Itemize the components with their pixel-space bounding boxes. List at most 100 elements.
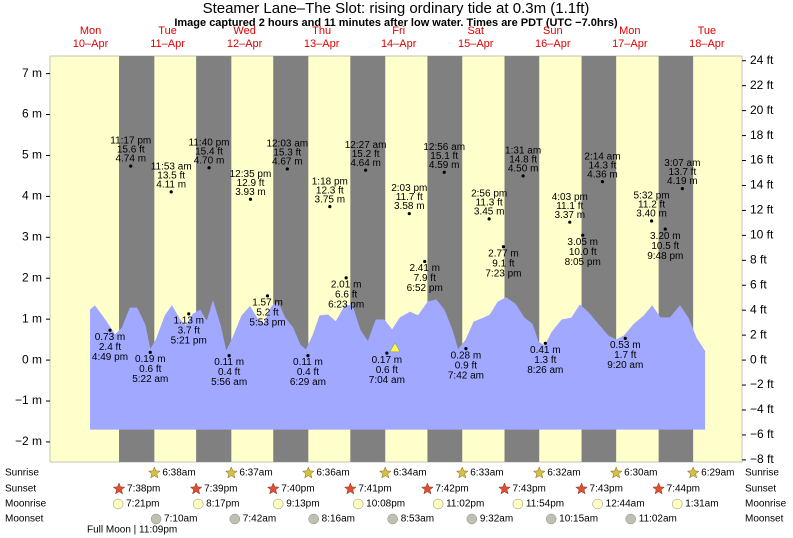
sunset-icon [498,482,511,495]
tide-label: 15.2 ft [352,149,380,160]
astro-time: 6:34am [393,468,426,479]
tide-label: 12:03 am [266,139,308,150]
astro-time: 7:10am [164,514,197,525]
astro-time: 7:43pm [590,484,623,495]
moonrise-icon [432,498,444,510]
day-date: 18–Apr [689,38,725,50]
y2-tick-label: 8 ft [750,252,767,266]
tide-point [285,167,289,171]
y2-tick-label: 24 ft [750,53,774,67]
tide-label: 3.37 m [554,210,585,221]
astro-time: 11:54pm [526,499,564,510]
tide-label: 12.3 ft [316,185,344,196]
moonset-icon [466,513,478,525]
moonrise-icon [512,498,524,510]
day-name: Mon [80,25,101,37]
astro-time: 7:44pm [667,484,700,495]
tide-label: 0.19 m [135,354,166,365]
tide-label: 3.45 m [474,207,505,218]
tide-label: 0.4 ft [218,367,240,378]
tide-label: 7:23 pm [485,268,521,279]
tide-label: 0.4 ft [297,367,319,378]
tide-label: 5:22 am [132,374,168,385]
sunrise-icon [224,466,238,479]
tide-label: 3.93 m [235,187,266,198]
sunset-icon [575,482,588,495]
tide-label: 0.53 m [610,340,641,351]
tide-point [385,351,389,355]
tide-label: 4.74 m [115,154,146,165]
sunrise-icon [147,466,161,479]
tide-label: 14.8 ft [509,155,537,166]
tide-label: 13.5 ft [157,171,185,182]
day-date: 12–Apr [227,38,263,50]
tide-point [227,353,231,358]
tide-label: 4.19 m [667,176,698,187]
tide-label: 4.50 m [508,164,539,175]
tide-label: 7.9 ft [414,273,436,284]
astro-time: 6:30am [624,468,657,479]
tide-label: 11.2 ft [638,200,665,211]
tide-point [423,259,427,264]
tide-curve [89,297,706,354]
tide-point [623,336,627,340]
tide-label: 0.11 m [293,357,323,368]
moonset-icon [308,513,319,525]
y2-tick-label: 0 ft [750,352,767,366]
tide-label: 4:03 pm [552,192,588,203]
astro-row-label: Sunrise [5,468,39,479]
astro-time: 8:16am [322,514,355,525]
tide-label: 12:35 pm [230,169,272,180]
tide-label: 6.6 ft [335,289,357,300]
now-marker [389,342,401,353]
tide-label: 9:48 pm [647,251,683,262]
tide-point [543,341,547,345]
tide-label: 3.58 m [394,201,425,212]
astro-time: 7:41pm [358,484,391,495]
y-tick-label: −1 m [15,393,42,407]
y2-tick-label: 12 ft [750,203,774,217]
tide-label: 0.6 ft [139,364,161,375]
tide-label: 5:56 am [211,377,247,388]
tide-label: 11:17 pm [110,136,151,147]
y2-tick-label: −6 ft [750,427,774,441]
tide-label: 3.7 ft [178,325,200,336]
tide-label: 4.70 m [194,155,225,166]
astro-time: 1:31am [685,499,718,510]
tide-label: 6:52 pm [407,283,443,294]
tide-point [187,312,191,316]
tide-label: 1:31 am [505,146,541,157]
tide-label: 1:18 pm [312,176,348,187]
day-date: 15–Apr [458,38,494,50]
astro-time: 6:37am [239,468,272,479]
tide-label: 9:20 am [607,360,643,371]
tide-label: 0.9 ft [455,360,477,371]
y2-tick-label: 20 ft [750,103,774,117]
tide-label: 4.11 m [156,180,186,191]
tide-label: 4.67 m [272,157,303,168]
astro-time: 7:39pm [204,484,237,495]
day-date: 13–Apr [304,38,340,50]
tide-label: 2.4 ft [99,342,121,353]
y2-tick-label: −2 ft [750,377,774,391]
y2-tick-label: 22 ft [750,78,774,92]
day-date: 10–Apr [73,38,109,50]
tide-label: 1.57 m [252,297,283,308]
astro-time: 10:15am [559,514,598,525]
tide-label: 12:56 am [423,142,465,153]
tide-label: 12.9 ft [237,178,265,189]
tide-point [169,190,173,194]
tide-label: 5.2 ft [256,307,278,318]
y-tick-label: −2 m [15,434,42,448]
tide-label: 15.3 ft [273,148,301,159]
day-date: 17–Apr [612,38,648,50]
tide-label: 0.17 m [372,355,403,366]
astro-time: 9:32am [480,514,513,525]
moonset-icon [150,513,162,525]
y2-tick-label: 6 ft [750,277,767,291]
tide-label: 6:23 pm [328,299,364,310]
chart-title: Steamer Lane–The Slot: rising ordinary t… [203,0,590,17]
sunset-icon [343,482,357,495]
tide-area-fill [90,297,706,430]
y2-tick-label: 14 ft [750,178,774,192]
